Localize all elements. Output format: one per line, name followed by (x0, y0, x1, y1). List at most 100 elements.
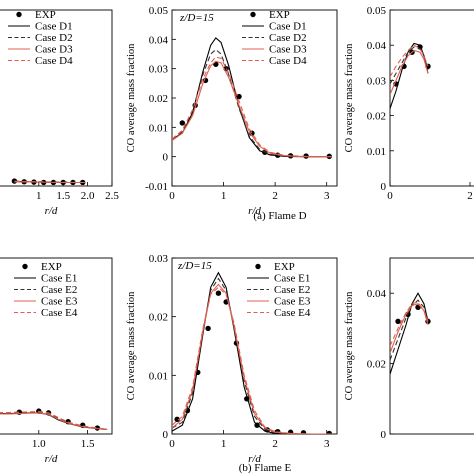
exp-data-point (174, 416, 180, 423)
caption-flame-d: (a) Flame D (253, 210, 306, 222)
plot-frame (389, 9, 474, 187)
series-line-case-d3 (172, 60, 332, 158)
x-tick-label: 1.5 (56, 190, 70, 202)
legend-marker-icon (16, 11, 22, 18)
series-line-case-e2 (0, 411, 108, 430)
exp-data-point (179, 120, 186, 126)
exp-data-point (94, 425, 101, 431)
legend-entry: Case D3 (35, 44, 73, 56)
y-axis-label: CO average mass fraction (126, 43, 137, 152)
y-tick-label: 0 (163, 429, 169, 441)
series-line-case-e1 (390, 292, 429, 375)
x-tick-label: 2 (272, 190, 278, 202)
series-line-case-d4 (390, 44, 429, 78)
legend-entry: EXP (269, 9, 290, 21)
legend-entry: EXP (35, 9, 56, 21)
series-line-case-d4 (14, 180, 86, 184)
legend-entry: Case D3 (269, 44, 307, 56)
legend-entry: Case D2 (269, 32, 307, 44)
series-line-case-e1 (172, 271, 332, 434)
plot-area (172, 37, 332, 160)
x-tick-label: 1 (36, 190, 42, 202)
legend-entry: Case E2 (41, 284, 77, 296)
legend-entry: Case D1 (269, 21, 307, 33)
series-line-case-e4 (390, 301, 429, 347)
y-tick-label: 0.02 (149, 93, 168, 105)
series-line-case-e4 (0, 410, 108, 430)
x-tick-label: 2.0 (81, 190, 95, 202)
y-axis-label: CO average mass fraction (344, 291, 355, 400)
exp-data-point (205, 325, 211, 332)
y-tick-label: 0 (381, 181, 387, 193)
x-tick-label: 1 (221, 438, 227, 450)
y-tick-label: 0.02 (367, 111, 386, 123)
legend-marker-icon (22, 263, 28, 270)
series-line-case-e3 (0, 412, 108, 430)
y-tick-label: 0.03 (367, 75, 387, 87)
legend-entry: Case D1 (35, 21, 73, 33)
x-tick-label: 1.0 (32, 438, 46, 450)
y-tick-label: 0.03 (149, 64, 169, 76)
panel-tr: 0 2 0 0.01 0.02 0.03 0.04 0.05 CO average mass f… (344, 5, 474, 202)
legend-entry: Case E4 (274, 307, 311, 319)
plot-area (0, 408, 108, 431)
x-tick-label: 2 (467, 190, 473, 202)
legend-entry: Case E1 (41, 273, 77, 285)
exp-data-point (249, 130, 255, 136)
x-tick-label: 2.5 (105, 190, 119, 202)
y-tick-label: 0 (381, 429, 387, 441)
exp-data-point (395, 318, 401, 325)
y-tick-label: 0.01 (367, 146, 386, 158)
legend-entry: Case E2 (274, 284, 310, 296)
exp-data-point (215, 290, 222, 296)
series-line-case-d2 (172, 48, 332, 158)
y-tick-label: 0.01 (149, 122, 168, 134)
plot-area (172, 271, 332, 434)
legend-entry: Case D2 (35, 32, 73, 44)
legend-marker-icon (250, 11, 256, 18)
y-tick-label: -0.01 (145, 181, 168, 193)
panel-annotation: z/D=15 (177, 260, 212, 272)
plot-frame (0, 257, 113, 435)
legend-entry: EXP (274, 261, 295, 273)
x-tick-label: 0 (387, 190, 393, 202)
y-tick-label: 0.04 (367, 40, 387, 52)
y-axis-label: CO average mass fraction (126, 291, 137, 400)
y-tick-label: 0.05 (149, 5, 169, 17)
x-axis-label: r/d (248, 453, 261, 465)
legend-entry: Case E3 (41, 296, 78, 308)
legend-entry: EXP (41, 261, 62, 273)
plot-area (390, 42, 431, 109)
legend-marker-icon (255, 263, 261, 270)
y-axis-label: CO average mass fraction (344, 43, 355, 152)
panel-bm: 0 1 2 3 0 0.01 0.02 0.03 r/d CO average mass frac… (126, 253, 338, 465)
x-tick-label: 1.5 (81, 438, 95, 450)
plot-area (11, 178, 86, 186)
y-tick-label: 0.02 (149, 312, 168, 324)
series-line-case-d2 (390, 46, 429, 85)
y-tick-label: 0 (163, 152, 169, 164)
x-tick-label: 0 (169, 438, 175, 450)
x-axis-label: r/d (45, 453, 58, 465)
legend-entry: Case E4 (41, 307, 78, 319)
series-line-case-e4 (172, 286, 332, 434)
plot-frame (0, 9, 113, 187)
x-tick-label: 3 (324, 438, 330, 450)
exp-data-point (300, 430, 307, 434)
x-tick-label: 0 (169, 190, 175, 202)
panel-annotation: z/D=15 (179, 12, 214, 24)
x-tick-label: 3 (324, 190, 330, 202)
y-tick-label: 0.03 (149, 253, 169, 265)
x-axis-label: r/d (248, 205, 261, 217)
legend-entry: Case D4 (269, 55, 307, 67)
y-tick-label: 0.02 (367, 359, 386, 371)
exp-data-point (11, 178, 18, 184)
